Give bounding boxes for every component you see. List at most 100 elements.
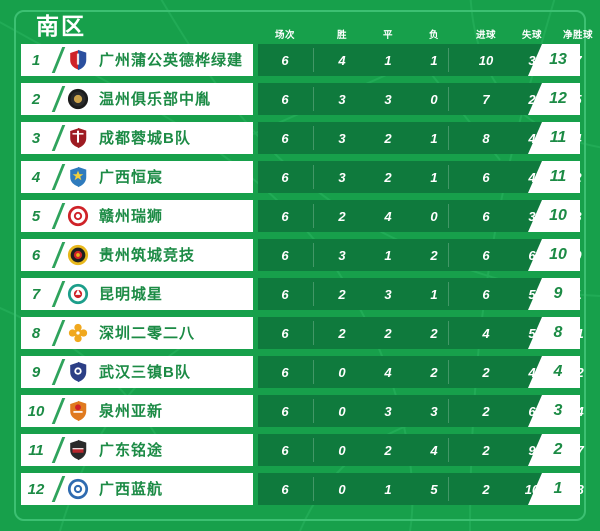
rank-number: 11 (28, 441, 44, 459)
column-header-draw: 平 (382, 30, 394, 41)
table-row[interactable]: 2E温州俱乐部中胤633072512 (0, 83, 600, 115)
stat-gf: 6 (482, 247, 490, 263)
team-name-label: 成都蓉城B队 (99, 129, 191, 147)
stat-win: 0 (338, 481, 346, 497)
team-name-label: 赣州瑞狮 (99, 207, 164, 225)
rank-number: 3 (31, 129, 41, 147)
stat-win: 2 (338, 325, 346, 341)
team-name-cell[interactable]: 5 赣州瑞狮 (21, 200, 253, 232)
team-name-cell[interactable]: 11 广东铭途 (21, 434, 253, 466)
team-name-cell[interactable]: 2 E 温州俱乐部中胤 (21, 83, 253, 115)
stat-ga: 3 (528, 52, 536, 68)
team-crest-icon (65, 398, 91, 424)
stat-win: 3 (338, 247, 346, 263)
team-name-cell[interactable]: 8 深圳二零二八 (21, 317, 253, 349)
table-row[interactable]: 1广州蒲公英德桦绿建6411103713 (0, 44, 600, 76)
team-name-label: 贵州筑城竞技 (99, 246, 196, 264)
stat-played: 6 (281, 364, 289, 380)
team-name-cell[interactable]: 3 成都蓉城B队 (21, 122, 253, 154)
stat-divider (313, 321, 314, 345)
team-name-label: 武汉三镇B队 (99, 363, 191, 381)
table-row[interactable]: 6贵州筑城竞技631266010 (0, 239, 600, 271)
column-header-ga: 失球 (521, 30, 543, 41)
stat-loss: 1 (430, 286, 438, 302)
column-header-gf: 进球 (475, 30, 497, 41)
stat-played: 6 (281, 130, 289, 146)
stat-divider (313, 126, 314, 150)
team-crest-icon (65, 476, 91, 502)
stat-loss: 2 (430, 325, 438, 341)
slash-divider-icon (51, 473, 65, 505)
team-name-cell[interactable]: 4 广西恒宸 (21, 161, 253, 193)
stat-draw: 4 (384, 208, 392, 224)
table-row[interactable]: 5赣州瑞狮624063310 (0, 200, 600, 232)
stat-gf: 10 (478, 52, 494, 68)
team-crest-icon (65, 164, 91, 190)
stat-gf: 2 (482, 403, 490, 419)
team-stats-strip: 6321642 (258, 161, 582, 193)
team-name-cell[interactable]: 7 昆明城星 (21, 278, 253, 310)
column-header-played: 场次 (274, 30, 296, 41)
team-name-cell[interactable]: 12 广西蓝航 (21, 473, 253, 505)
stat-draw: 2 (384, 130, 392, 146)
team-name-cell[interactable]: 1 广州蒲公英德桦绿建 (21, 44, 253, 76)
rank-number: 8 (31, 324, 41, 342)
table-row[interactable]: 7昆明城星62316519 (0, 278, 600, 310)
team-crest-icon (65, 203, 91, 229)
stat-played: 6 (281, 286, 289, 302)
standings-table-body: 1广州蒲公英德桦绿建64111037132E温州俱乐部中胤6330725123成… (0, 44, 600, 512)
stat-played: 6 (281, 169, 289, 185)
stat-ga: 4 (528, 130, 536, 146)
team-stats-strip: 6312660 (258, 239, 582, 271)
stat-ga: 4 (528, 169, 536, 185)
stat-loss: 3 (430, 403, 438, 419)
slash-divider-icon (51, 434, 65, 466)
team-crest-icon: E (65, 86, 91, 112)
stat-gf: 2 (482, 364, 490, 380)
rank-number: 1 (31, 51, 41, 69)
stat-draw: 3 (384, 286, 392, 302)
rank-number: 6 (31, 246, 41, 264)
team-name-cell[interactable]: 10 泉州亚新 (21, 395, 253, 427)
stat-ga: 3 (528, 208, 536, 224)
stat-played: 6 (281, 247, 289, 263)
team-stats-strip: 6231651 (258, 278, 582, 310)
stat-loss: 2 (430, 247, 438, 263)
team-crest-icon (65, 359, 91, 385)
stat-divider (313, 360, 314, 384)
points-value: 11 (549, 168, 567, 185)
stat-divider (448, 321, 449, 345)
points-value: 3 (553, 402, 563, 419)
stat-draw: 1 (384, 481, 392, 497)
team-name-cell[interactable]: 6 贵州筑城竞技 (21, 239, 253, 271)
team-stats-strip: 6321844 (258, 122, 582, 154)
stat-draw: 3 (384, 91, 392, 107)
team-stats-strip: 6240633 (258, 200, 582, 232)
stat-gf: 6 (482, 286, 490, 302)
column-header-win: 胜 (336, 30, 348, 41)
stat-ga: 6 (528, 247, 536, 263)
team-crest-icon (65, 320, 91, 346)
rank-number: 4 (31, 168, 41, 186)
slash-divider-icon (51, 317, 65, 349)
stat-divider (313, 165, 314, 189)
stat-draw: 4 (384, 364, 392, 380)
stat-divider (313, 282, 314, 306)
stat-draw: 3 (384, 403, 392, 419)
table-row[interactable]: 3成都蓉城B队632184411 (0, 122, 600, 154)
stat-win: 2 (338, 208, 346, 224)
team-name-cell[interactable]: 9 武汉三镇B队 (21, 356, 253, 388)
table-row[interactable]: 4广西恒宸632164211 (0, 161, 600, 193)
stat-divider (313, 204, 314, 228)
stat-win: 0 (338, 364, 346, 380)
